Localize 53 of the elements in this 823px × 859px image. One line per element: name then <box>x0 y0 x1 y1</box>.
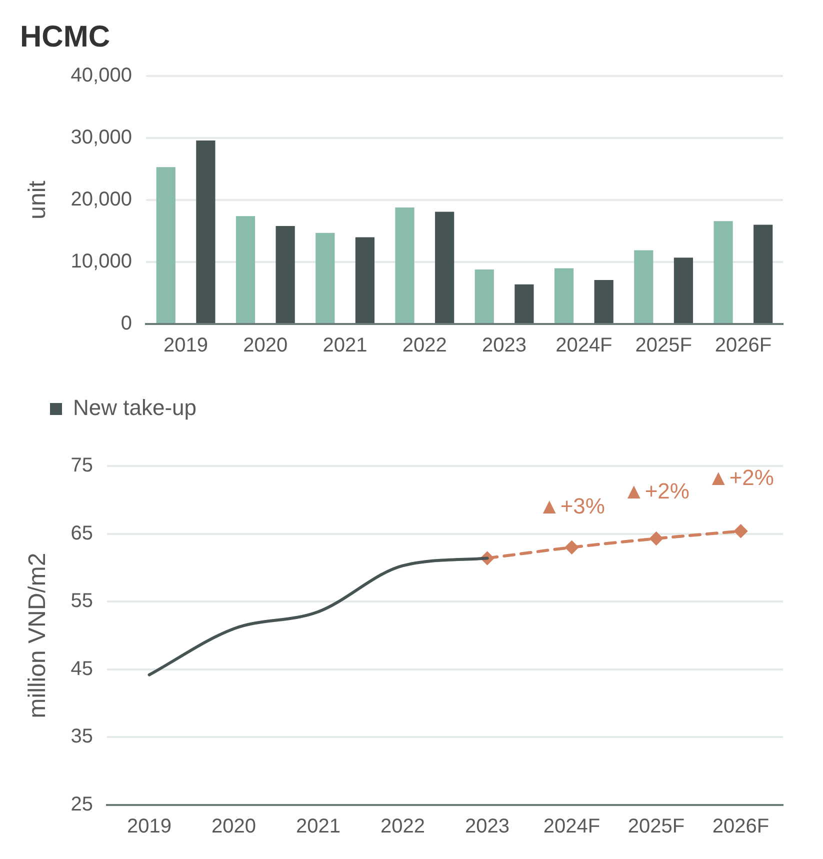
y-tick-label: 25 <box>70 794 94 816</box>
annotation: ▲+2% <box>708 465 774 490</box>
bar <box>714 221 733 323</box>
y-tick-label: 0 <box>120 312 132 335</box>
x-tick-label: 2024F <box>556 334 612 357</box>
bar <box>316 232 335 323</box>
y-tick-label: 55 <box>70 590 94 612</box>
annotation: ▲+3% <box>538 493 605 518</box>
point <box>734 524 748 538</box>
x-tick-label: 2026F <box>714 334 772 357</box>
x-tick-label: 2026F <box>712 816 770 838</box>
x-tick-label: 2025F <box>635 334 692 357</box>
x-tick-label: 2019 <box>164 334 208 357</box>
chart-title: HCMC <box>20 20 110 54</box>
bar <box>276 226 295 323</box>
x-tick-label: 2020 <box>243 334 288 357</box>
x-tick-label: 2022 <box>380 816 426 838</box>
bar <box>474 269 494 323</box>
x-tick-label: 2019 <box>127 816 172 838</box>
point <box>565 540 578 554</box>
x-tick-label: 2021 <box>322 334 368 357</box>
bar <box>554 268 574 323</box>
x-tick-label: 2020 <box>212 816 256 838</box>
bar <box>435 212 454 323</box>
y-tick-label: 75 <box>70 454 94 477</box>
y-tick-label: 40,000 <box>70 64 132 87</box>
bar <box>395 207 414 323</box>
y-tick-label: 35 <box>70 726 94 748</box>
x-tick-label: 2023 <box>465 816 510 838</box>
y-tick-label: 20,000 <box>70 188 132 211</box>
bar <box>754 224 773 323</box>
bar <box>156 167 176 323</box>
bar <box>594 280 614 323</box>
annotation: ▲+2% <box>623 478 690 504</box>
bar <box>514 284 534 323</box>
y-tick-label: 10,000 <box>70 250 132 273</box>
point <box>650 532 663 546</box>
bar <box>674 258 694 323</box>
bar <box>355 237 375 323</box>
y-axis-title: unit <box>24 180 52 220</box>
legend-label: New take-up <box>73 395 197 420</box>
y-axis-title: million VND/m2 <box>24 552 52 718</box>
bar <box>196 140 216 323</box>
x-tick-label: 2021 <box>296 816 341 838</box>
bar <box>634 250 654 323</box>
y-tick-label: 30,000 <box>70 126 132 149</box>
y-tick-label: 45 <box>70 658 94 680</box>
x-tick-label: 2022 <box>402 334 447 357</box>
x-tick-label: 2024F <box>543 816 600 838</box>
x-tick-label: 2025F <box>628 816 685 838</box>
x-tick-label: 2023 <box>482 334 527 357</box>
y-tick-label: 65 <box>70 522 94 544</box>
bar <box>236 216 256 323</box>
